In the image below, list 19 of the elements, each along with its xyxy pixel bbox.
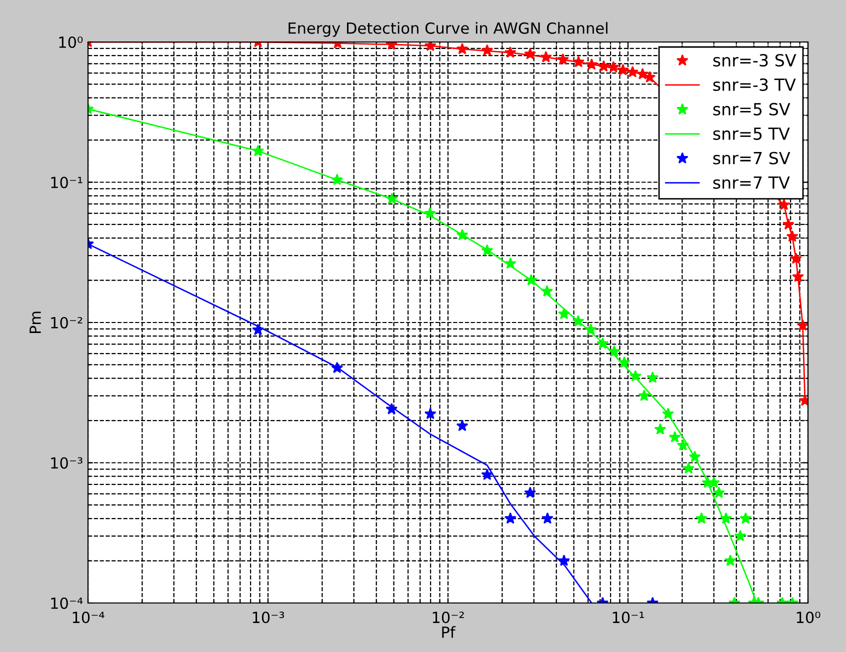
y-tick-label: 10⁻³: [51, 457, 82, 469]
legend-label: snr=7 TV: [713, 176, 790, 189]
x-tick-label: 10⁰: [796, 612, 820, 624]
legend-label: snr=5 SV: [713, 102, 790, 116]
y-tick-label: 10⁻²: [51, 316, 82, 329]
x-tick-label: 10⁻¹: [612, 612, 644, 624]
y-tick-label: 10⁰: [59, 36, 83, 48]
legend-label: snr=-3 SV: [713, 54, 796, 67]
chart-title: Energy Detection Curve in AWGN Channel: [288, 22, 608, 37]
y-tick-label: 10⁻¹: [51, 176, 82, 188]
legend-label: snr=5 TV: [713, 128, 790, 140]
y-axis-title: Pm: [30, 312, 41, 334]
x-tick-label: 10⁻²: [432, 612, 464, 624]
x-tick-label: 10⁻⁴: [72, 612, 104, 624]
x-tick-label: 10⁻³: [252, 612, 284, 624]
x-axis-title: Pf: [442, 626, 456, 638]
legend-label: snr=7 SV: [713, 152, 790, 164]
y-tick-label: 10⁻⁴: [51, 597, 83, 610]
legend-label: snr=-3 TV: [713, 78, 796, 92]
